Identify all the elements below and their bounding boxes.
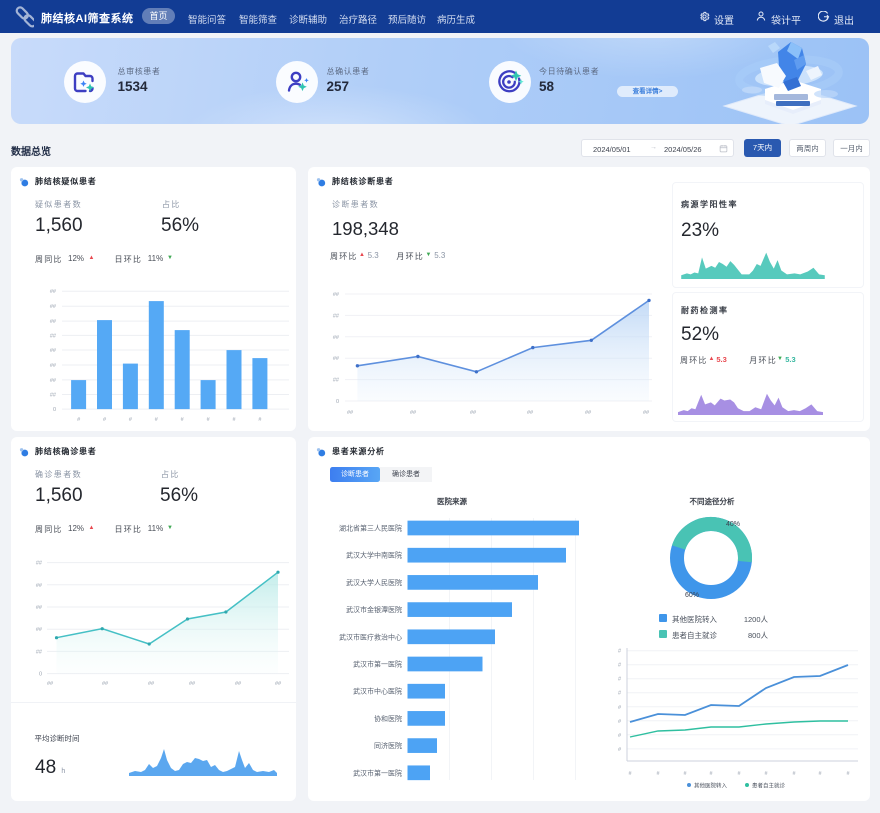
svg-text:0: 0 [53, 407, 56, 413]
svg-text:#: # [737, 771, 741, 777]
svg-text:##: ## [333, 378, 340, 384]
svg-text:#: # [232, 417, 236, 423]
svg-text:60%: 60% [685, 592, 699, 599]
svg-text:#: # [656, 771, 660, 777]
svg-text:##: ## [643, 410, 650, 416]
svg-text:##: ## [50, 393, 57, 399]
svg-text:#: # [103, 417, 107, 423]
svg-text:协和医院: 协和医院 [374, 714, 402, 723]
svg-text:#: # [155, 417, 159, 423]
svg-text:#: # [618, 663, 622, 669]
svg-text:##: ## [275, 681, 282, 687]
svg-text:##: ## [50, 333, 57, 339]
svg-text:##: ## [527, 410, 534, 416]
svg-text:#: # [207, 417, 211, 423]
svg-text:武汉市金银潭医院: 武汉市金银潭医院 [346, 605, 402, 614]
svg-text:武汉大学人民医院: 武汉大学人民医院 [346, 578, 402, 587]
svg-text:武汉市医疗救治中心: 武汉市医疗救治中心 [339, 632, 402, 641]
svg-text:##: ## [50, 289, 57, 295]
svg-text:##: ## [47, 681, 54, 687]
svg-text:#: # [628, 771, 632, 777]
svg-text:##: ## [36, 627, 43, 633]
svg-text:##: ## [189, 681, 196, 687]
svg-text:#: # [683, 771, 687, 777]
svg-text:##: ## [50, 348, 57, 354]
svg-text:#: # [618, 705, 622, 711]
svg-text:#: # [818, 771, 822, 777]
svg-text:##: ## [333, 335, 340, 341]
svg-text:##: ## [333, 313, 340, 319]
svg-text:##: ## [410, 410, 417, 416]
svg-text:武汉市中心医院: 武汉市中心医院 [353, 687, 402, 696]
svg-text:#: # [618, 649, 622, 655]
svg-text:##: ## [585, 410, 592, 416]
svg-text:武汉市第一医院: 武汉市第一医院 [353, 660, 402, 669]
svg-text:##: ## [333, 356, 340, 362]
svg-text:#: # [792, 771, 796, 777]
svg-text:40%: 40% [726, 521, 740, 528]
svg-text:其他医院转入: 其他医院转入 [694, 782, 728, 790]
svg-text:#: # [618, 733, 622, 739]
svg-text:0: 0 [39, 672, 42, 678]
svg-text:#: # [764, 771, 768, 777]
svg-text:#: # [77, 417, 81, 423]
svg-text:患者自主就诊: 患者自主就诊 [752, 782, 786, 790]
svg-text:#: # [618, 691, 622, 697]
svg-text:#: # [258, 417, 262, 423]
svg-text:##: ## [36, 561, 43, 567]
svg-text:同济医院: 同济医院 [374, 741, 402, 750]
svg-text:##: ## [102, 681, 109, 687]
svg-text:##: ## [36, 605, 43, 611]
svg-text:##: ## [50, 319, 57, 325]
svg-text:##: ## [235, 681, 242, 687]
svg-text:##: ## [50, 304, 57, 310]
svg-text:#: # [618, 747, 622, 753]
svg-text:##: ## [470, 410, 477, 416]
svg-text:##: ## [50, 378, 57, 384]
svg-text:#: # [846, 771, 850, 777]
svg-text:湖北省第三人民医院: 湖北省第三人民医院 [339, 524, 402, 533]
svg-text:##: ## [36, 649, 43, 655]
svg-text:0: 0 [336, 399, 339, 405]
svg-text:武汉市第一医院: 武汉市第一医院 [353, 768, 402, 777]
svg-text:##: ## [148, 681, 155, 687]
svg-text:#: # [129, 417, 133, 423]
svg-text:##: ## [333, 292, 340, 298]
svg-text:#: # [709, 771, 713, 777]
svg-text:#: # [618, 719, 622, 725]
svg-text:##: ## [50, 363, 57, 369]
svg-text:武汉大学中南医院: 武汉大学中南医院 [346, 551, 402, 560]
svg-text:#: # [181, 417, 185, 423]
svg-text:##: ## [36, 583, 43, 589]
svg-text:##: ## [347, 410, 354, 416]
svg-text:#: # [618, 677, 622, 683]
